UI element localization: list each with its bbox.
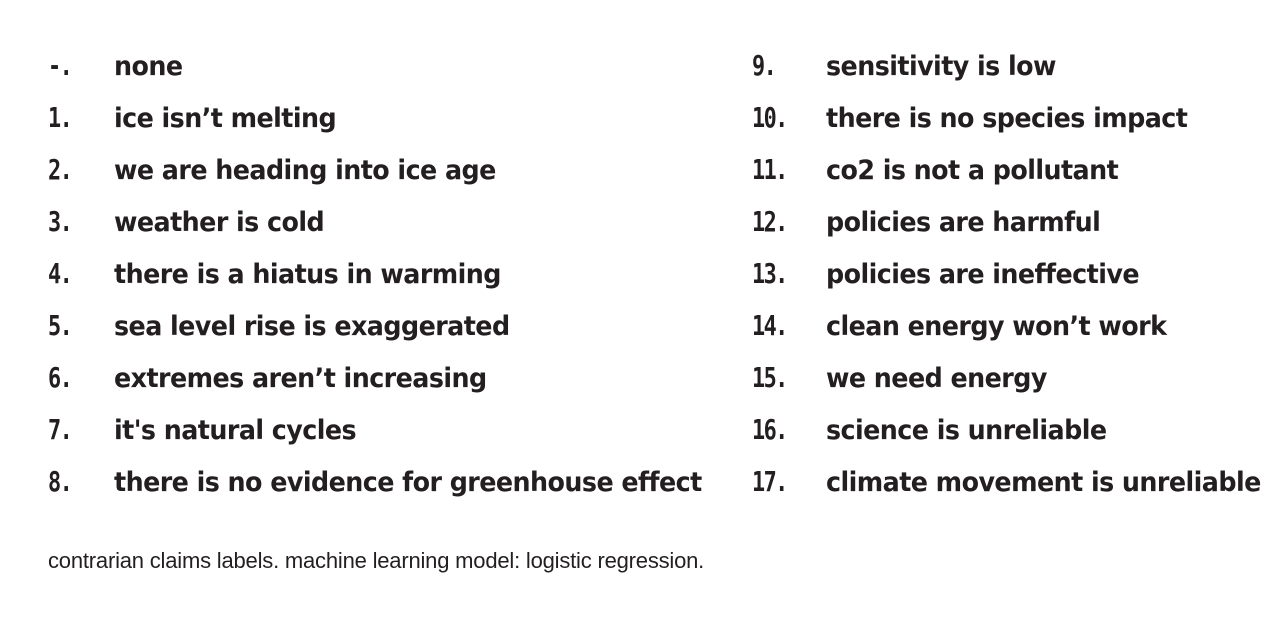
label-row: 7. it's natural cycles [48,408,739,460]
label-text: science is unreliable [826,415,1107,446]
label-number: 4. [48,257,73,290]
label-number: 16. [752,413,788,446]
label-row: 16. science is unreliable [752,408,1281,460]
label-row: 5. sea level rise is exaggerated [48,304,739,356]
label-row: 4. there is a hiatus in warming [48,252,739,304]
label-number: 9. [752,49,777,82]
label-text: ice isn’t melting [114,103,337,134]
label-row: -. none [48,44,739,96]
label-row: 1. ice isn’t melting [48,96,739,148]
label-row: 2. we are heading into ice age [48,148,739,200]
label-number: 6. [48,361,73,394]
label-row: 3. weather is cold [48,200,739,252]
label-number: 11. [752,153,788,186]
labels-column-right: 9. sensitivity is low 10. there is no spec… [752,44,1281,512]
label-text: there is no species impact [826,103,1188,134]
label-row: 15. we need energy [752,356,1281,408]
label-number: 17. [752,465,788,498]
label-number: 5. [48,309,73,342]
label-text: sensitivity is low [826,51,1056,82]
label-row: 10. there is no species impact [752,96,1281,148]
label-number: -. [48,49,73,82]
label-number: 12. [752,205,788,238]
label-row: 8. there is no evidence for greenhouse ef… [48,460,739,512]
label-text: policies are ineffective [826,259,1140,290]
label-row: 13. policies are ineffective [752,252,1281,304]
label-text: extremes aren’t increasing [114,363,487,394]
label-text: weather is cold [114,207,325,238]
label-text: climate movement is unreliable [826,467,1261,498]
label-text: clean energy won’t work [826,311,1167,342]
label-text: we need energy [826,363,1047,394]
label-row: 14. clean energy won’t work [752,304,1281,356]
label-number: 15. [752,361,788,394]
label-row: 9. sensitivity is low [752,44,1281,96]
label-number: 1. [48,101,73,134]
label-text: there is no evidence for greenhouse effe… [114,467,702,498]
label-number: 14. [752,309,788,342]
label-row: 12. policies are harmful [752,200,1281,252]
label-number: 13. [752,257,788,290]
label-row: 11. co2 is not a pollutant [752,148,1281,200]
label-row: 17. climate movement is unreliable [752,460,1281,512]
label-text: policies are harmful [826,207,1101,238]
labels-column-left: -. none 1. ice isn’t melting 2. we are head… [48,44,739,512]
label-text: sea level rise is exaggerated [114,311,510,342]
label-text: it's natural cycles [114,415,357,446]
figure-caption: contrarian claims labels. machine learni… [48,548,705,573]
label-number: 10. [752,101,788,134]
label-text: there is a hiatus in warming [114,259,501,290]
label-row: 6. extremes aren’t increasing [48,356,739,408]
label-text: co2 is not a pollutant [826,155,1119,186]
label-text: we are heading into ice age [114,155,496,186]
label-number: 8. [48,465,73,498]
label-text: none [114,51,183,82]
label-number: 7. [48,413,73,446]
label-number: 2. [48,153,73,186]
label-number: 3. [48,205,73,238]
